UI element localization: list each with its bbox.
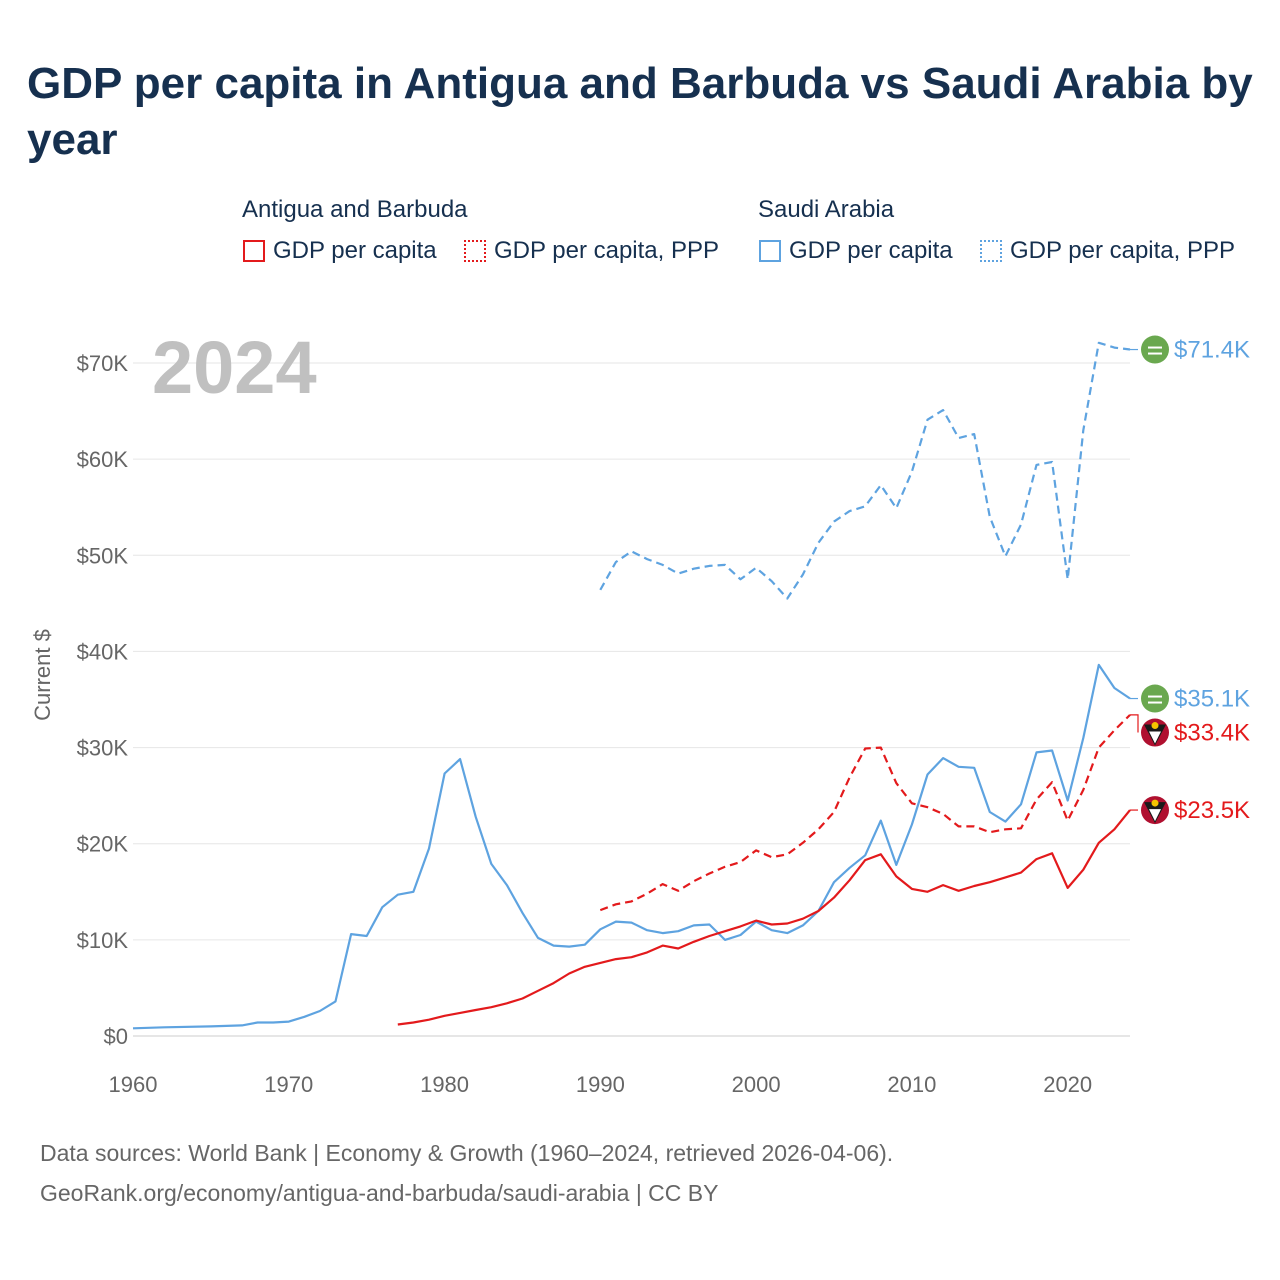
legend-antigua-ppp-label: GDP per capita, PPP bbox=[494, 237, 719, 264]
y-tick-label: $50K bbox=[77, 543, 129, 568]
gridlines bbox=[133, 362, 1130, 1037]
footer-sources: Data sources: World Bank | Economy & Gro… bbox=[40, 1140, 894, 1166]
x-tick-label: 1970 bbox=[264, 1072, 313, 1097]
end-label: $33.4K bbox=[1174, 720, 1250, 747]
legend-saudi-gdp-swatch bbox=[759, 240, 781, 262]
end-labels: $71.4K $35.1K $33.4K $23.5K bbox=[1130, 335, 1250, 825]
x-tick-label: 1990 bbox=[576, 1072, 625, 1097]
legend-saudi-ppp[interactable]: GDP per capita, PPP bbox=[980, 237, 1235, 265]
end-label: $71.4K bbox=[1174, 337, 1250, 364]
legend-group-antigua: Antigua and Barbuda bbox=[242, 196, 468, 223]
y-axis-ticks: $0 $10K $20K $30K $40K $50K $60K $70K bbox=[77, 351, 129, 1049]
legend-saudi-gdp[interactable]: GDP per capita bbox=[759, 237, 953, 265]
flag-antigua-sun bbox=[1151, 722, 1159, 730]
legend-antigua-gdp[interactable]: GDP per capita bbox=[243, 237, 437, 265]
y-tick-label: $30K bbox=[77, 736, 129, 761]
x-tick-label: 1980 bbox=[420, 1072, 469, 1097]
antigua-solid-line bbox=[397, 809, 1131, 1026]
legend-antigua-gdp-swatch bbox=[243, 240, 265, 262]
flag-saudi-sword bbox=[1148, 352, 1162, 355]
saudi-solid-line bbox=[132, 663, 1131, 1030]
flag-saudi-script bbox=[1148, 695, 1162, 698]
y-tick-label: $60K bbox=[77, 447, 129, 472]
footer-link[interactable]: GeoRank.org/economy/antigua-and-barbuda/… bbox=[40, 1180, 719, 1206]
legend-group-saudi: Saudi Arabia bbox=[758, 196, 895, 223]
flag-antigua-white bbox=[1149, 731, 1161, 744]
end-connector bbox=[1130, 714, 1139, 733]
x-tick-label: 2010 bbox=[887, 1072, 936, 1097]
legend-saudi-gdp-label: GDP per capita bbox=[789, 237, 953, 264]
legend-saudi-ppp-swatch bbox=[980, 240, 1002, 262]
saudi-dashed-line bbox=[599, 341, 1131, 600]
legend-saudi-ppp-label: GDP per capita, PPP bbox=[1010, 237, 1235, 264]
legend-antigua-gdp-label: GDP per capita bbox=[273, 237, 437, 264]
y-tick-label: $0 bbox=[104, 1024, 128, 1049]
flag-saudi-sword bbox=[1148, 701, 1162, 704]
x-axis-ticks: 1960 1970 1980 1990 2000 2010 2020 bbox=[109, 1072, 1093, 1097]
end-label: $35.1K bbox=[1174, 686, 1250, 713]
legend-antigua-ppp-swatch bbox=[464, 240, 486, 262]
series-lines bbox=[132, 341, 1131, 1030]
x-tick-label: 2000 bbox=[732, 1072, 781, 1097]
chart-title: GDP per capita in Antigua and Barbuda vs… bbox=[27, 59, 1253, 164]
y-tick-label: $20K bbox=[77, 832, 129, 857]
flag-antigua-sun bbox=[1151, 799, 1159, 807]
flag-saudi-script bbox=[1148, 346, 1162, 349]
flag-antigua-white bbox=[1149, 809, 1161, 822]
legend-antigua-ppp[interactable]: GDP per capita, PPP bbox=[464, 237, 719, 265]
end-label: $23.5K bbox=[1174, 797, 1250, 824]
x-tick-label: 2020 bbox=[1043, 1072, 1092, 1097]
y-axis-label: Current $ bbox=[30, 629, 55, 721]
flag-saudi-icon bbox=[1141, 335, 1169, 364]
y-tick-label: $10K bbox=[77, 928, 129, 953]
year-watermark: 2024 bbox=[152, 326, 317, 409]
flag-saudi-icon bbox=[1141, 684, 1169, 713]
antigua-dashed-line bbox=[599, 714, 1131, 912]
y-tick-label: $40K bbox=[77, 639, 129, 664]
y-tick-label: $70K bbox=[77, 351, 129, 376]
x-tick-label: 1960 bbox=[109, 1072, 158, 1097]
